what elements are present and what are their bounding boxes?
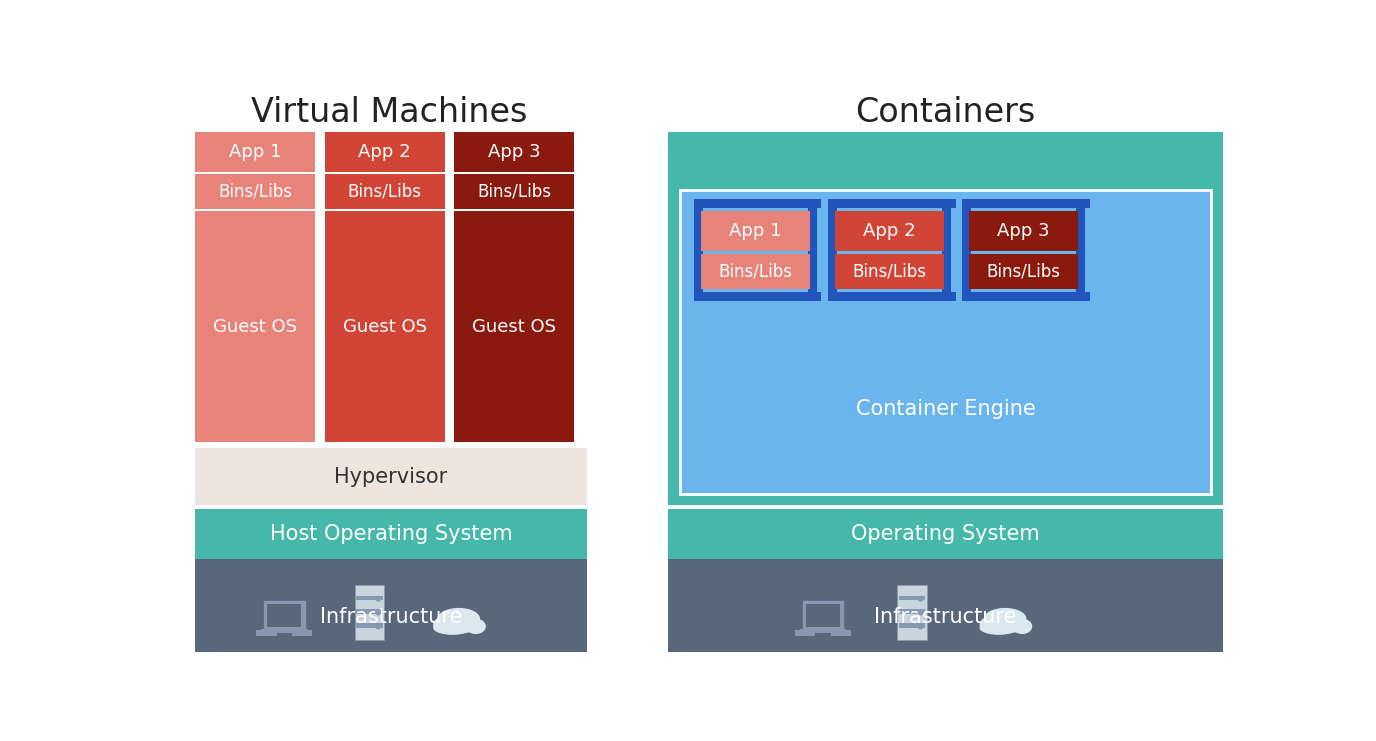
Bar (700, 211, 810, 251)
Text: Guest OS: Guest OS (472, 318, 556, 336)
Text: App 1: App 1 (729, 222, 782, 240)
Bar (667, 509, 1223, 559)
Bar (808, 199, 817, 302)
Bar (802, 601, 843, 631)
Ellipse shape (1013, 619, 1032, 634)
Bar (195, 211, 315, 442)
Text: Bins/Libs: Bins/Libs (477, 183, 552, 201)
Bar (356, 609, 383, 614)
Bar (195, 132, 315, 172)
Circle shape (376, 597, 381, 601)
Text: Guest OS: Guest OS (343, 318, 427, 336)
Bar (700, 254, 810, 289)
Bar (256, 631, 312, 637)
Text: Bins/Libs: Bins/Libs (219, 183, 292, 201)
Ellipse shape (980, 617, 1003, 634)
Bar (899, 596, 925, 600)
Bar (827, 292, 955, 302)
Bar (454, 211, 574, 442)
Bar (195, 559, 586, 652)
Bar (325, 174, 444, 209)
Bar (827, 199, 955, 208)
Circle shape (376, 624, 381, 628)
Bar (667, 132, 1223, 505)
Bar (962, 199, 971, 302)
Text: Bins/Libs: Bins/Libs (718, 263, 793, 281)
Ellipse shape (465, 619, 486, 634)
Bar (897, 585, 927, 640)
Bar (356, 596, 383, 600)
Bar (195, 509, 586, 559)
Text: App 3: App 3 (488, 143, 541, 161)
Bar (680, 190, 1211, 494)
Bar (899, 609, 925, 614)
Bar (1076, 199, 1084, 302)
Bar (267, 604, 301, 627)
Ellipse shape (433, 621, 472, 635)
Bar (355, 585, 384, 640)
Ellipse shape (984, 608, 1026, 629)
Bar (454, 174, 574, 209)
Text: Bins/Libs: Bins/Libs (348, 183, 421, 201)
Text: Hypervisor: Hypervisor (334, 467, 447, 487)
Text: Guest OS: Guest OS (213, 318, 297, 336)
Circle shape (376, 610, 381, 615)
Bar (325, 211, 444, 442)
Text: Virtual Machines: Virtual Machines (250, 96, 527, 129)
Bar (899, 623, 925, 628)
Bar (962, 292, 1090, 302)
Circle shape (918, 610, 923, 615)
Text: App 1: App 1 (228, 143, 282, 161)
Text: Infrastructure: Infrastructure (874, 607, 1017, 627)
Bar (835, 254, 944, 289)
Bar (694, 292, 821, 302)
Text: Bins/Libs: Bins/Libs (987, 263, 1061, 281)
Bar (195, 174, 315, 209)
Circle shape (918, 624, 923, 628)
Text: Infrastructure: Infrastructure (319, 607, 462, 627)
Ellipse shape (438, 608, 480, 629)
Text: App 2: App 2 (863, 222, 915, 240)
Text: App 3: App 3 (998, 222, 1050, 240)
Text: Containers: Containers (856, 96, 1036, 129)
Bar (799, 628, 846, 633)
Bar (941, 199, 951, 302)
Ellipse shape (433, 617, 457, 634)
Circle shape (918, 597, 923, 601)
Bar (195, 448, 586, 505)
Bar (835, 211, 944, 251)
Ellipse shape (999, 614, 1026, 633)
Text: App 2: App 2 (358, 143, 411, 161)
Text: Host Operating System: Host Operating System (270, 525, 512, 545)
Bar (264, 601, 304, 631)
Bar (827, 199, 837, 302)
Ellipse shape (980, 621, 1018, 635)
Bar (795, 631, 850, 637)
Bar (969, 211, 1077, 251)
Bar (962, 199, 1090, 208)
Bar (694, 199, 821, 208)
Text: Bins/Libs: Bins/Libs (852, 263, 926, 281)
Bar (667, 559, 1223, 652)
Bar (277, 633, 292, 636)
Bar (356, 623, 383, 628)
Text: Operating System: Operating System (852, 525, 1040, 545)
Bar (694, 199, 703, 302)
Text: Container Engine: Container Engine (856, 399, 1035, 419)
Bar (969, 254, 1077, 289)
Bar (261, 628, 308, 633)
Ellipse shape (453, 614, 480, 633)
Bar (454, 132, 574, 172)
Bar (815, 633, 831, 636)
Bar (806, 604, 841, 627)
Bar (325, 132, 444, 172)
